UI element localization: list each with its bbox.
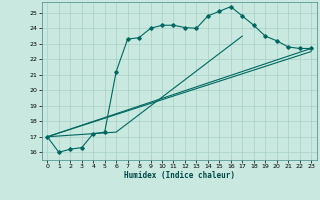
X-axis label: Humidex (Indice chaleur): Humidex (Indice chaleur) [124,171,235,180]
